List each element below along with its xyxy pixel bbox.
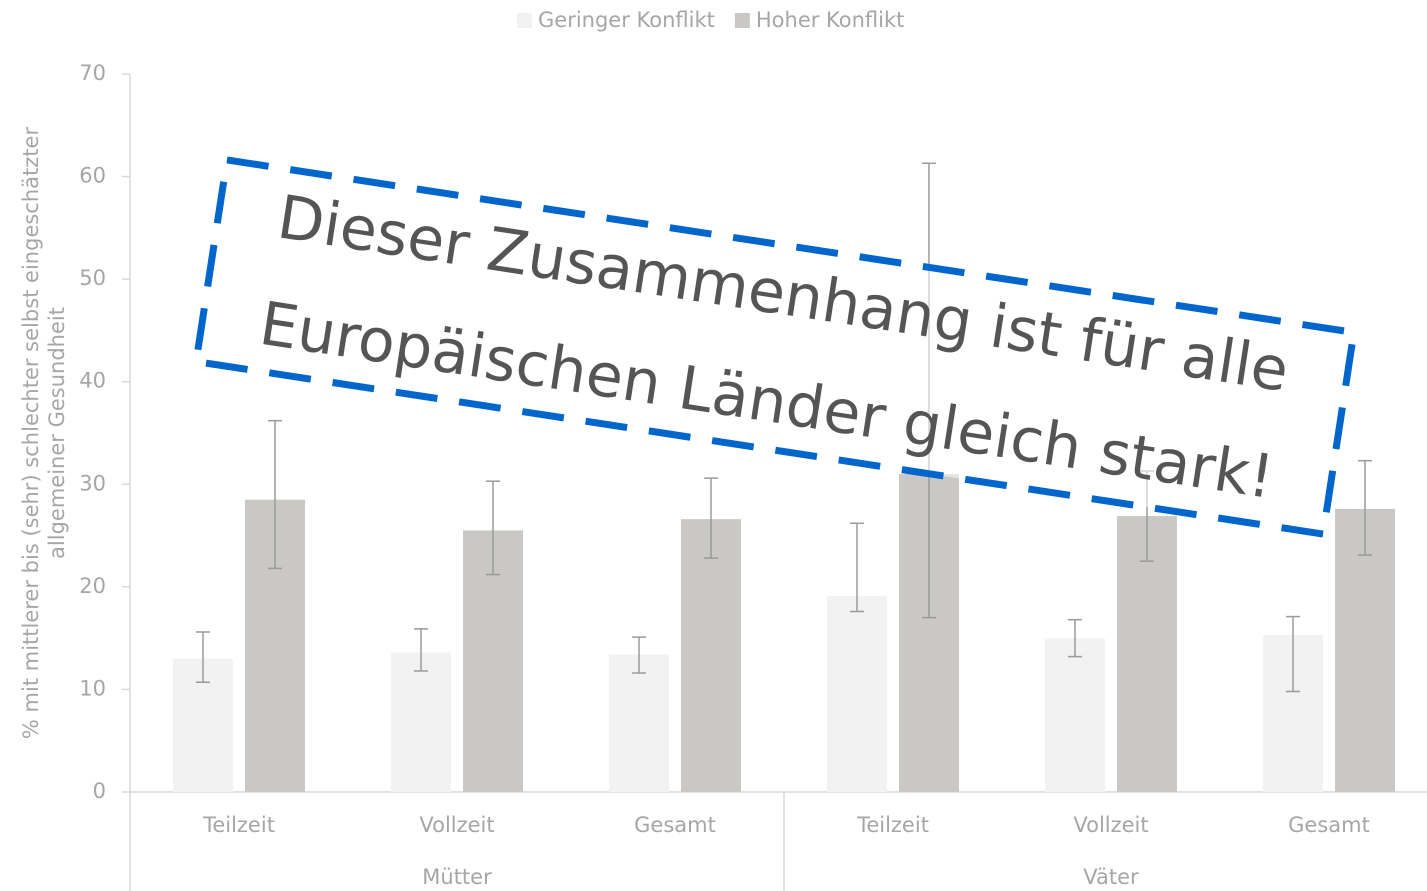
y-tick-label: 10 (79, 676, 106, 700)
group-label: Väter (1083, 865, 1139, 889)
x-tick-label: Vollzeit (1073, 813, 1148, 837)
legend-label: Geringer Konflikt (538, 8, 715, 32)
legend-swatch (734, 13, 750, 28)
y-tick-label: 30 (79, 471, 106, 495)
y-tick-label: 60 (79, 164, 106, 188)
x-tick-label: Gesamt (634, 813, 716, 837)
y-axis-label-line: % mit mittlerer bis (sehr) schlechter se… (19, 127, 43, 740)
bar (1335, 508, 1395, 792)
y-tick-label: 20 (79, 574, 106, 598)
bar (827, 596, 887, 792)
y-tick-label: 70 (79, 61, 106, 85)
x-tick-label: Gesamt (1288, 813, 1370, 837)
annotation: Dieser Zusammenhang ist für alleEuropäis… (192, 155, 1358, 539)
x-tick-label: Vollzeit (419, 813, 494, 837)
y-tick-label: 50 (79, 266, 106, 290)
bar (609, 654, 669, 792)
legend-label: Hoher Konflikt (756, 8, 905, 32)
y-tick-label: 0 (93, 779, 106, 803)
x-tick-label: Teilzeit (202, 813, 275, 837)
group-label: Mütter (422, 865, 492, 889)
y-axis-label: % mit mittlerer bis (sehr) schlechter se… (19, 127, 69, 740)
y-axis-label-line: allgemeiner Gesundheit (45, 307, 69, 559)
bar (1117, 516, 1177, 792)
bar (391, 652, 451, 792)
annotation-box (192, 155, 1358, 539)
legend-swatch (517, 13, 532, 28)
bar (1045, 638, 1105, 792)
x-tick-label: Teilzeit (856, 813, 929, 837)
y-tick-label: 40 (79, 369, 106, 393)
bar (681, 519, 741, 792)
